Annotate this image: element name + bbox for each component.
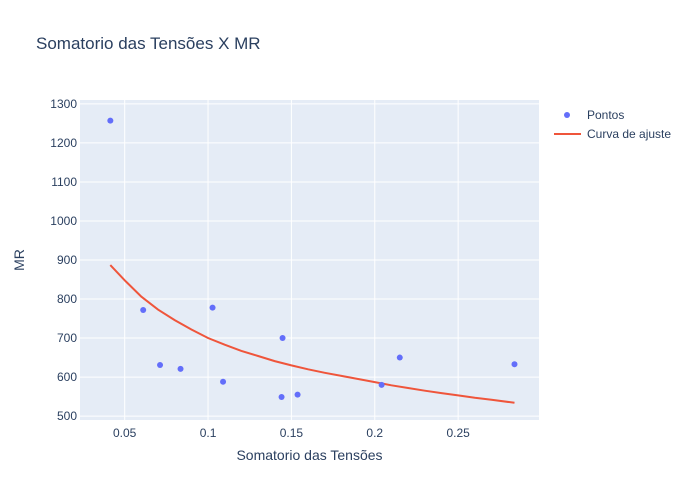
x-tick-label: 0.25 [446, 426, 470, 440]
data-point[interactable] [209, 304, 216, 311]
legend[interactable]: Pontos Curva de ajuste [554, 108, 671, 141]
y-tick-label: 600 [57, 370, 77, 384]
y-tick-label: 1200 [50, 136, 77, 150]
legend-marker [564, 112, 570, 118]
data-point[interactable] [396, 354, 403, 361]
data-point[interactable] [278, 393, 285, 400]
legend-item[interactable]: Curva de ajuste [554, 127, 671, 141]
y-tick-label: 700 [57, 331, 77, 345]
data-point[interactable] [220, 378, 227, 385]
y-axis-title: MR [11, 249, 27, 271]
data-point[interactable] [511, 361, 518, 368]
y-tick-labels: 500 600 700 800 900 1000 1100 1200 1300 [50, 97, 77, 423]
x-axis-title: Somatorio das Tensões [236, 447, 382, 463]
series-layer [107, 117, 518, 404]
data-point[interactable] [279, 335, 286, 342]
legend-label: Curva de ajuste [587, 127, 671, 141]
y-tick-label: 1000 [50, 214, 77, 228]
chart-title: Somatorio das Tensões X MR [36, 34, 261, 53]
data-point[interactable] [378, 381, 385, 388]
data-point[interactable] [177, 365, 184, 372]
grid [80, 100, 539, 420]
x-tick-label: 0.05 [113, 426, 137, 440]
y-tick-label: 1100 [51, 175, 77, 189]
legend-label: Pontos [587, 108, 624, 122]
x-tick-labels: 0.05 0.1 0.15 0.2 0.25 [113, 426, 470, 440]
y-tick-label: 800 [57, 292, 77, 306]
data-point[interactable] [107, 117, 114, 124]
data-point[interactable] [140, 306, 147, 313]
legend-item[interactable]: Pontos [564, 108, 624, 122]
data-point[interactable] [157, 361, 164, 368]
data-point[interactable] [294, 391, 301, 398]
y-tick-label: 900 [57, 253, 77, 267]
x-tick-label: 0.15 [280, 426, 304, 440]
y-tick-label: 1300 [50, 97, 77, 111]
fit-curve-line [109, 264, 515, 404]
x-tick-label: 0.1 [200, 426, 217, 440]
y-tick-label: 500 [57, 409, 77, 423]
x-tick-label: 0.2 [366, 426, 383, 440]
